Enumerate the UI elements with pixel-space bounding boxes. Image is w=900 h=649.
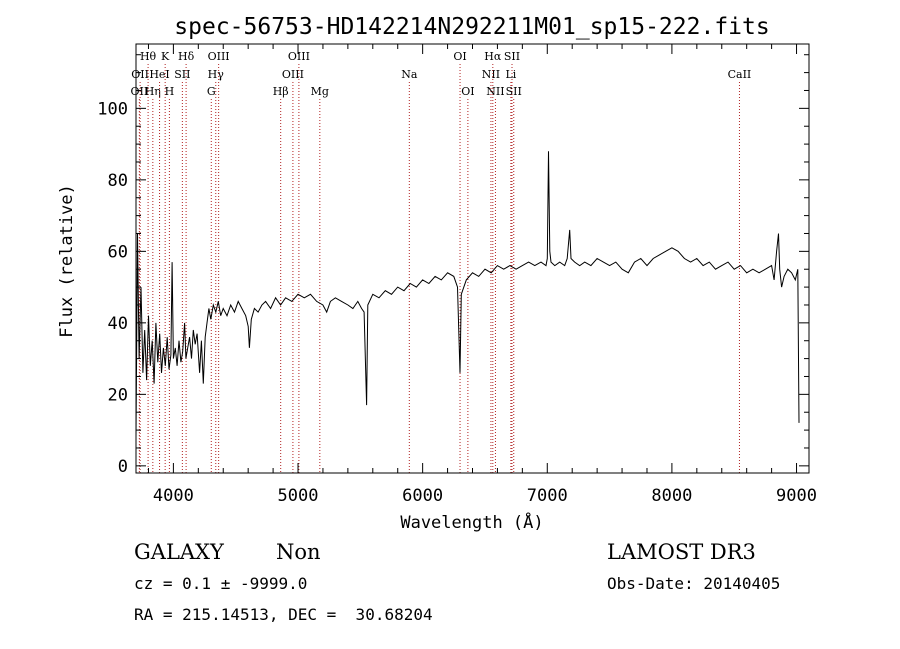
plot-frame <box>135 43 810 474</box>
x-tick-label: 7000 <box>527 486 568 506</box>
x-tick-label: 4000 <box>153 486 194 506</box>
marker-label: Hδ <box>178 50 195 63</box>
marker-label: Hθ <box>140 50 157 63</box>
marker-label: OIII <box>288 50 310 63</box>
marker-label: OIII <box>282 68 304 81</box>
marker-label: OII <box>131 85 149 98</box>
observation-date: Obs-Date: 20140405 <box>607 574 781 593</box>
marker-label: Hα <box>484 50 502 63</box>
marker-label: CaII <box>728 68 752 81</box>
chart-title: spec-56753-HD142214N292211M01_sp15-222.f… <box>174 14 769 40</box>
marker-label: Hη <box>145 85 161 98</box>
marker-label: SII <box>506 85 522 98</box>
axis-ticks: 4000 5000 6000 7000 8000 9000 0 20 40 60 80 100 <box>97 44 817 506</box>
marker-label: Na <box>401 68 418 81</box>
y-tick-label: 80 <box>108 171 128 191</box>
y-tick-label: 20 <box>108 385 128 405</box>
y-tick-label: 40 <box>108 314 128 334</box>
object-subclass: Non <box>276 540 321 564</box>
marker-label: OI <box>461 85 474 98</box>
marker-label: K <box>161 50 170 63</box>
marker-label: Mg <box>311 85 329 98</box>
y-axis-label: Flux (relative) <box>57 184 77 338</box>
marker-label: NII <box>482 68 500 81</box>
spectrum-line <box>135 151 800 438</box>
emission-line-markers: OII OII Hθ Hη HeI K H Hδ SII G Hγ OIII Hβ OIII OIII Mg N… <box>131 50 752 473</box>
marker-label: SII <box>174 68 190 81</box>
y-tick-label: 60 <box>108 242 128 262</box>
marker-label: OI <box>453 50 466 63</box>
marker-label: OIII <box>208 50 230 63</box>
marker-label: NII <box>486 85 504 98</box>
x-tick-label: 9000 <box>776 486 817 506</box>
y-tick-label: 100 <box>97 99 128 119</box>
marker-label: Li <box>505 68 516 81</box>
survey-name: LAMOST DR3 <box>607 540 756 564</box>
x-axis-label: Wavelength (Å) <box>400 511 543 533</box>
x-tick-label: 5000 <box>278 486 319 506</box>
coordinates: RA = 215.14513, DEC = 30.68204 <box>134 605 433 624</box>
marker-label: SII <box>504 50 520 63</box>
x-tick-label: 8000 <box>651 486 692 506</box>
marker-label: G <box>207 85 216 98</box>
marker-label: Hβ <box>273 85 289 98</box>
x-tick-label: 6000 <box>402 486 443 506</box>
object-class: GALAXY <box>134 540 224 564</box>
redshift-value: cz = 0.1 ± -9999.0 <box>134 574 308 593</box>
marker-label: Hγ <box>208 68 225 81</box>
y-tick-label: 0 <box>118 457 128 477</box>
marker-label: OII <box>131 68 149 81</box>
marker-label: H <box>165 85 175 98</box>
marker-label: HeI <box>149 68 169 81</box>
